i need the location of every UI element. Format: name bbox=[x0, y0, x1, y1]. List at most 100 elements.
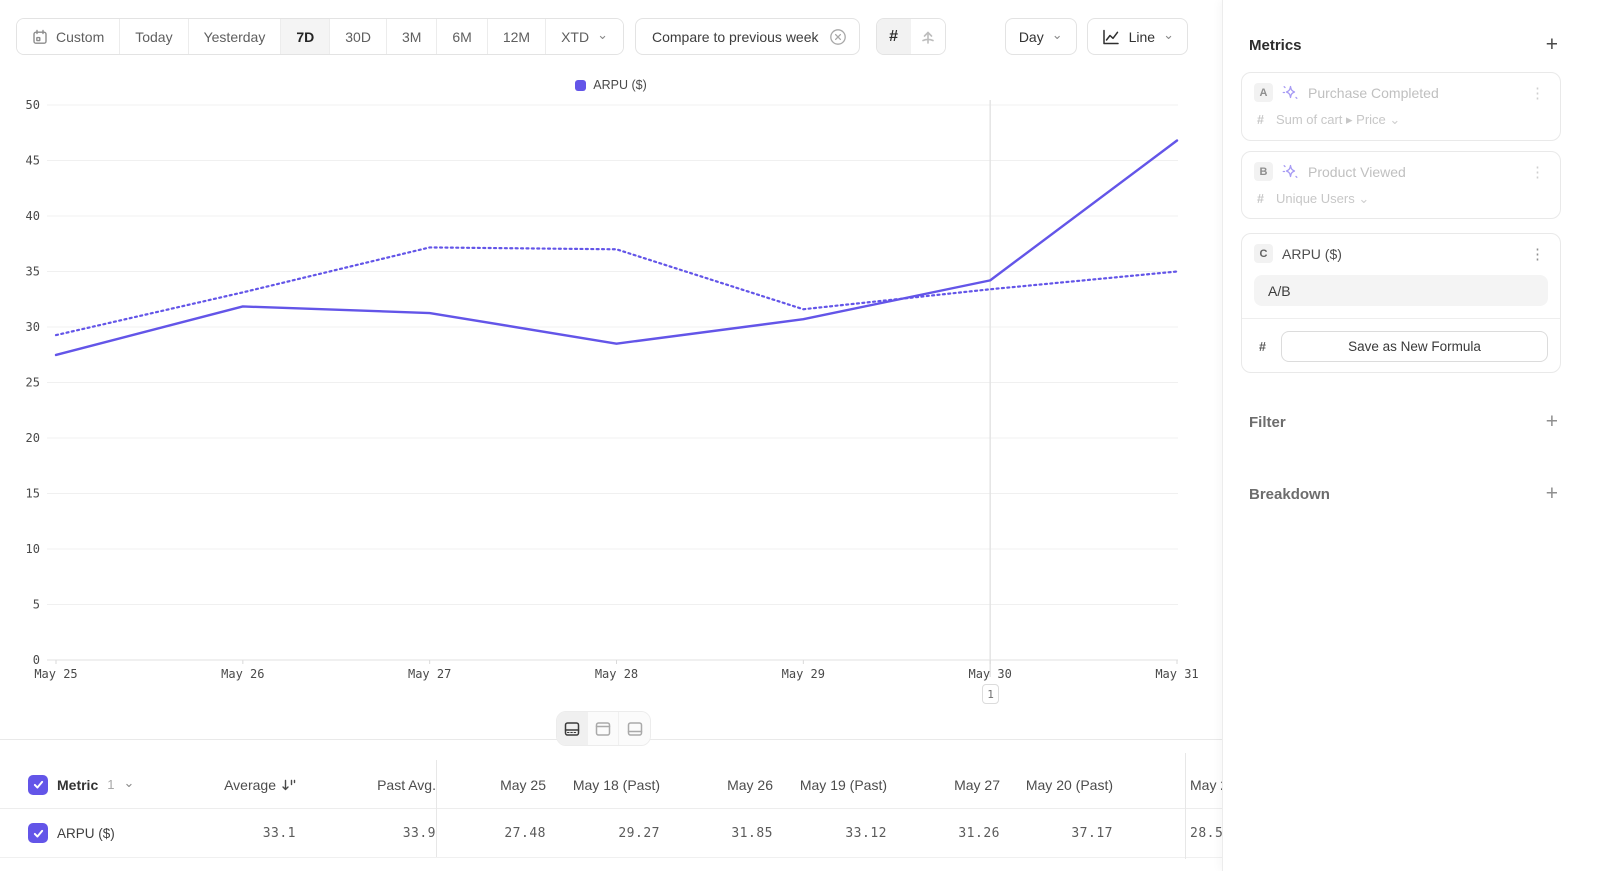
column-group-divider bbox=[1185, 753, 1186, 859]
metric-name: Purchase Completed bbox=[1308, 84, 1439, 101]
chevron-down-icon: ⌄ bbox=[1389, 112, 1401, 127]
7d-range-button[interactable]: 7D bbox=[281, 19, 331, 54]
svg-text:May 25: May 25 bbox=[34, 667, 77, 681]
metrics-section-header: Metrics + bbox=[1249, 33, 1558, 56]
metric-card-b[interactable]: B Product Viewed ⋮ # Unique Users ⌄ bbox=[1241, 151, 1561, 219]
metric-card-a[interactable]: A Purchase Completed ⋮ # Sum of cart ▸ P… bbox=[1241, 72, 1561, 141]
table-cell: 33.9 bbox=[296, 809, 437, 857]
row-checkbox[interactable] bbox=[28, 823, 48, 843]
kebab-menu-icon[interactable]: ⋮ bbox=[1530, 84, 1545, 102]
chevron-down-icon[interactable]: ⌄ bbox=[123, 774, 135, 790]
table-only-view-toggle[interactable] bbox=[619, 712, 650, 745]
layout-toggle-group bbox=[556, 711, 651, 746]
svg-text:45: 45 bbox=[26, 154, 40, 168]
add-metric-button[interactable]: + bbox=[1545, 33, 1558, 56]
event-sparkle-icon bbox=[1282, 85, 1298, 100]
table-cell: 29.27 bbox=[618, 825, 660, 841]
legend-swatch bbox=[575, 79, 587, 91]
past-avg-column-header[interactable]: Past Avg. bbox=[296, 760, 437, 809]
query-builder-panel: Metrics + A Purchase Completed ⋮ # Sum o… bbox=[1222, 0, 1600, 871]
formula-input[interactable]: A/B bbox=[1254, 275, 1548, 306]
breakdown-section-header: Breakdown + bbox=[1249, 482, 1558, 505]
column-header[interactable]: May 25 bbox=[500, 776, 546, 793]
column-header[interactable]: May 18 (Past) bbox=[572, 776, 660, 793]
chevron-down-icon: ⌄ bbox=[1163, 26, 1174, 42]
chart-type-dropdown[interactable]: Line ⌄ bbox=[1086, 18, 1188, 55]
line-chart[interactable]: 0 5 10 15 20 25 30 35 40 45 50 May 25 May 26 May 27 Ma… bbox=[0, 95, 1222, 715]
table-cell: 27.48 bbox=[504, 825, 546, 841]
table-row[interactable]: ARPU ($) 33.1 33.9 27.48 29.27 31.85 33.… bbox=[0, 809, 1222, 858]
svg-text:May 30: May 30 bbox=[968, 667, 1011, 681]
interval-dropdown[interactable]: Day ⌄ bbox=[1004, 18, 1077, 55]
table-cell: 33.12 bbox=[845, 825, 887, 841]
svg-text:20: 20 bbox=[26, 431, 40, 445]
chevron-down-icon: ⌄ bbox=[1051, 26, 1063, 42]
30d-range-button[interactable]: 30D bbox=[330, 19, 387, 54]
3m-range-button[interactable]: 3M bbox=[386, 19, 438, 54]
sort-icon bbox=[282, 779, 296, 790]
table-cell: 31.26 bbox=[958, 825, 1000, 841]
custom-range-button[interactable]: Custom bbox=[17, 19, 121, 54]
value-display-toggle-group: # bbox=[875, 18, 946, 55]
check-icon bbox=[33, 780, 43, 789]
remove-compare-icon[interactable] bbox=[829, 28, 847, 46]
chevron-down-icon: ⌄ bbox=[1358, 191, 1370, 206]
measure-selector[interactable]: Sum of cart ▸ Price ⌄ bbox=[1275, 112, 1401, 127]
svg-text:May 27: May 27 bbox=[408, 667, 451, 681]
hash-icon: # bbox=[1257, 191, 1264, 206]
xtd-range-button[interactable]: XTD ⌄ bbox=[546, 19, 623, 54]
growth-values-toggle[interactable] bbox=[910, 19, 945, 54]
annotation-badge[interactable]: 1 bbox=[982, 684, 999, 704]
column-header[interactable]: May 20 (Past) bbox=[1025, 776, 1113, 793]
svg-text:25: 25 bbox=[26, 376, 40, 390]
measure-selector[interactable]: Unique Users ⌄ bbox=[1275, 191, 1370, 206]
kebab-menu-icon[interactable]: ⋮ bbox=[1530, 245, 1545, 263]
svg-text:May 31: May 31 bbox=[1155, 667, 1198, 681]
table-cell: 33.1 bbox=[262, 825, 296, 841]
compare-previous-week-pill[interactable]: Compare to previous week bbox=[634, 18, 860, 55]
table-cell: 37.17 bbox=[1071, 825, 1113, 841]
svg-text:5: 5 bbox=[33, 598, 40, 612]
event-sparkle-icon bbox=[1282, 164, 1298, 179]
average-column-header[interactable]: Average bbox=[174, 777, 296, 793]
select-all-checkbox[interactable] bbox=[28, 774, 48, 795]
add-breakdown-button[interactable]: + bbox=[1545, 482, 1558, 505]
chart-only-view-toggle[interactable] bbox=[588, 712, 619, 745]
absolute-values-toggle[interactable]: # bbox=[876, 19, 911, 54]
range-label: Custom bbox=[56, 28, 105, 45]
6m-range-button[interactable]: 6M bbox=[437, 19, 488, 54]
today-range-button[interactable]: Today bbox=[120, 19, 189, 54]
column-header[interactable]: May 19 (Past) bbox=[799, 776, 887, 793]
svg-text:May 29: May 29 bbox=[782, 667, 825, 681]
split-view-toggle[interactable] bbox=[557, 712, 588, 745]
line-chart-icon bbox=[1102, 29, 1119, 44]
12m-range-button[interactable]: 12M bbox=[487, 19, 547, 54]
top-pane-icon bbox=[595, 721, 611, 736]
svg-text:May 28: May 28 bbox=[595, 667, 638, 681]
metric-card-c-formula[interactable]: C ARPU ($) ⋮ A/B # Save as New Formula bbox=[1241, 233, 1561, 373]
column-header[interactable]: May 27 bbox=[954, 776, 1000, 793]
calendar-icon bbox=[33, 29, 47, 44]
add-filter-button[interactable]: + bbox=[1545, 410, 1558, 433]
kebab-menu-icon[interactable]: ⋮ bbox=[1530, 163, 1545, 181]
svg-text:15: 15 bbox=[26, 487, 40, 501]
chart-legend: ARPU ($) bbox=[0, 78, 1222, 92]
save-as-new-formula-button[interactable]: Save as New Formula bbox=[1280, 331, 1548, 362]
filter-section-header: Filter + bbox=[1249, 410, 1558, 433]
metric-name: ARPU ($) bbox=[1282, 245, 1342, 262]
table-cell: 31.85 bbox=[731, 825, 773, 841]
metrics-title: Metrics bbox=[1249, 36, 1302, 54]
filter-title: Filter bbox=[1249, 413, 1286, 431]
chevron-down-icon: ⌄ bbox=[597, 26, 608, 42]
column-header-clipped[interactable]: May 28 bbox=[1190, 776, 1222, 793]
metric-badge: A bbox=[1254, 83, 1273, 102]
metric-name: Product Viewed bbox=[1308, 163, 1406, 180]
yesterday-range-button[interactable]: Yesterday bbox=[188, 19, 282, 54]
metric-column-header: Metric bbox=[57, 776, 99, 793]
svg-text:10: 10 bbox=[26, 542, 40, 556]
report-main-area: Custom Today Yesterday 7D 30D 3M 6M 12M … bbox=[0, 18, 1222, 859]
column-header[interactable]: May 26 bbox=[727, 776, 773, 793]
hash-icon: # bbox=[1259, 339, 1266, 354]
date-range-toolbar: Custom Today Yesterday 7D 30D 3M 6M 12M … bbox=[16, 18, 946, 55]
